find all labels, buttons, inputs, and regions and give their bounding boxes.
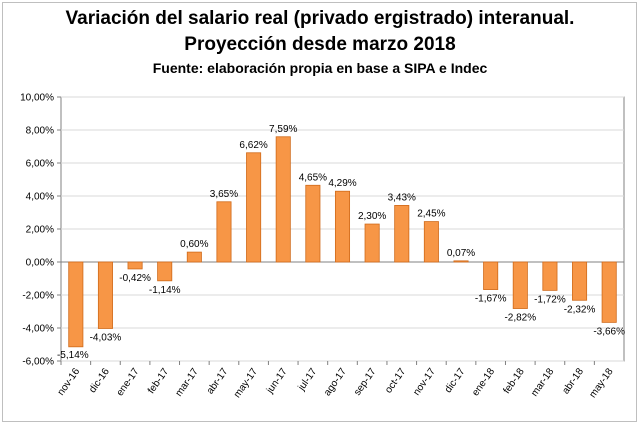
data-label: -2,82% [504, 313, 536, 324]
x-tick-label: abr-18 [560, 366, 586, 396]
data-label: 0,07% [447, 248, 475, 259]
data-label: 2,30% [358, 211, 386, 222]
bar [246, 152, 262, 263]
x-tick-label: ene-18 [470, 366, 497, 398]
y-tick-label: 4,00% [26, 192, 54, 203]
bar [542, 261, 558, 291]
x-tick-label: nov-16 [56, 366, 83, 398]
bar [423, 221, 439, 263]
x-tick-label: feb-17 [146, 366, 172, 396]
bar [453, 260, 469, 263]
bar [364, 223, 380, 263]
x-tick-label: dic-17 [443, 366, 468, 395]
data-label: 4,29% [328, 178, 356, 189]
data-label: -3,66% [593, 326, 625, 337]
data-label: 7,59% [269, 124, 297, 135]
y-tick-label: 0,00% [26, 258, 54, 269]
chart-subtitle: Proyección desde marzo 2018 [184, 34, 456, 55]
x-tick-label: abr-17 [205, 366, 231, 396]
x-tick-label: sep-17 [352, 366, 379, 398]
data-label: 3,65% [210, 189, 238, 200]
x-tick-label: mar-18 [529, 366, 556, 399]
bar [157, 261, 173, 282]
bar [68, 261, 84, 348]
bar [216, 201, 232, 263]
x-tick-label: feb-18 [501, 366, 527, 396]
bar [97, 261, 113, 329]
x-tick-label: ago-17 [322, 366, 349, 398]
data-label: -5,14% [57, 350, 89, 361]
y-tick-label: 10,00% [20, 93, 54, 104]
bar-layer [68, 136, 617, 348]
data-label: -4,03% [90, 332, 122, 343]
y-tick-label: -6,00% [22, 357, 54, 368]
y-tick-label: -4,00% [22, 324, 54, 335]
x-tick-label: oct-17 [383, 366, 408, 395]
x-tick-label: ene-17 [115, 366, 142, 398]
y-tick-label: 2,00% [26, 225, 54, 236]
x-tick-label: jun-17 [264, 366, 290, 396]
bar [572, 261, 588, 301]
y-tick-label: -2,00% [22, 291, 54, 302]
bar [601, 261, 617, 323]
bar [305, 184, 321, 263]
data-label: -2,32% [564, 304, 596, 315]
data-label: 3,43% [388, 192, 416, 203]
bar [127, 261, 143, 270]
x-tick-label: may-18 [587, 366, 615, 400]
data-label: 2,45% [417, 209, 445, 220]
bar [186, 251, 202, 263]
x-tick-label: nov-17 [411, 366, 438, 398]
x-tick-label: may-17 [232, 366, 260, 400]
bar [483, 261, 499, 290]
chart-source: Fuente: elaboración propia en base a SIP… [152, 60, 488, 76]
data-label: 6,62% [239, 140, 267, 151]
data-label: -1,72% [534, 294, 566, 305]
data-label: 4,65% [299, 172, 327, 183]
data-label: -1,14% [149, 285, 181, 296]
bar [394, 205, 410, 263]
x-tick-label: dic-16 [87, 366, 112, 395]
bar [512, 261, 528, 309]
chart-title: Variación del salario real (privado ergi… [65, 8, 575, 29]
x-tick-label: mar-17 [174, 366, 201, 399]
data-label: 0,60% [180, 239, 208, 250]
y-tick-label: 6,00% [26, 159, 54, 170]
y-tick-label: 8,00% [26, 126, 54, 137]
bar [275, 136, 291, 263]
x-tick-label: jul-17 [296, 366, 320, 394]
data-label: -1,67% [475, 294, 507, 305]
bar [334, 190, 351, 263]
data-label: -0,42% [119, 273, 151, 284]
